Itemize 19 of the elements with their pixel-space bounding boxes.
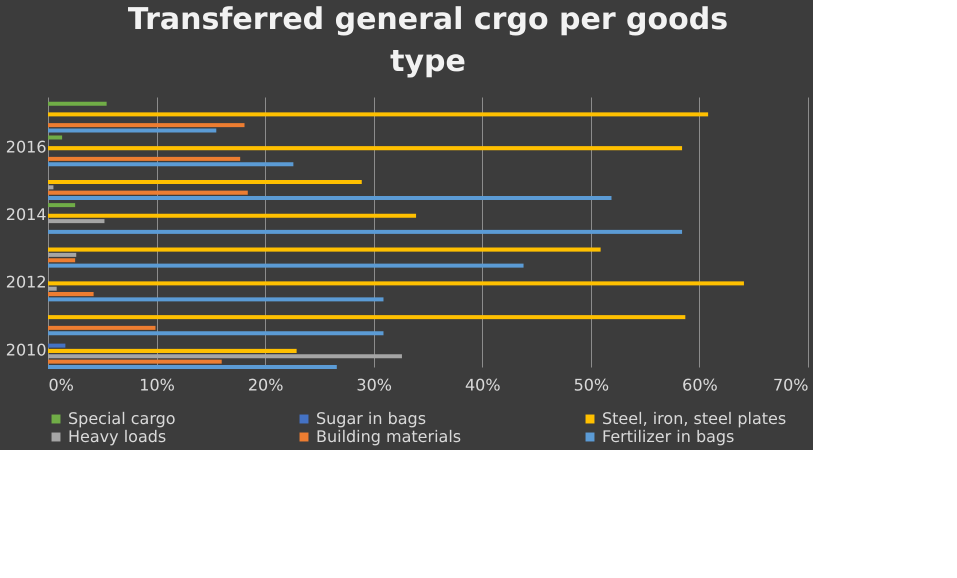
x-tick-label: 10% <box>139 376 175 394</box>
x-tick-label: 70% <box>772 376 808 394</box>
x-tick-label: 30% <box>356 376 392 394</box>
legend-label: Special cargo <box>68 409 176 428</box>
x-tick-label: 60% <box>682 376 718 394</box>
x-tick-label: 20% <box>248 376 284 394</box>
legend-label: Building materials <box>316 427 462 446</box>
chart-title: Transferred general crgo per goods type <box>128 2 728 79</box>
x-tick-label: 0% <box>48 376 74 394</box>
legend-label: Heavy loads <box>68 427 166 446</box>
legend-label: Sugar in bags <box>316 409 426 428</box>
y-tick-label: 2016 <box>6 138 46 157</box>
y-tick-label: 2012 <box>6 272 46 292</box>
x-tick-label: 40% <box>465 376 501 394</box>
legend-label: Steel, iron, steel plates <box>602 409 786 428</box>
x-tick-label: 50% <box>574 376 610 394</box>
y-tick-label: 2014 <box>6 205 46 224</box>
legend-label: Fertilizer in bags <box>602 427 734 446</box>
y-tick-label: 2010 <box>6 340 46 360</box>
